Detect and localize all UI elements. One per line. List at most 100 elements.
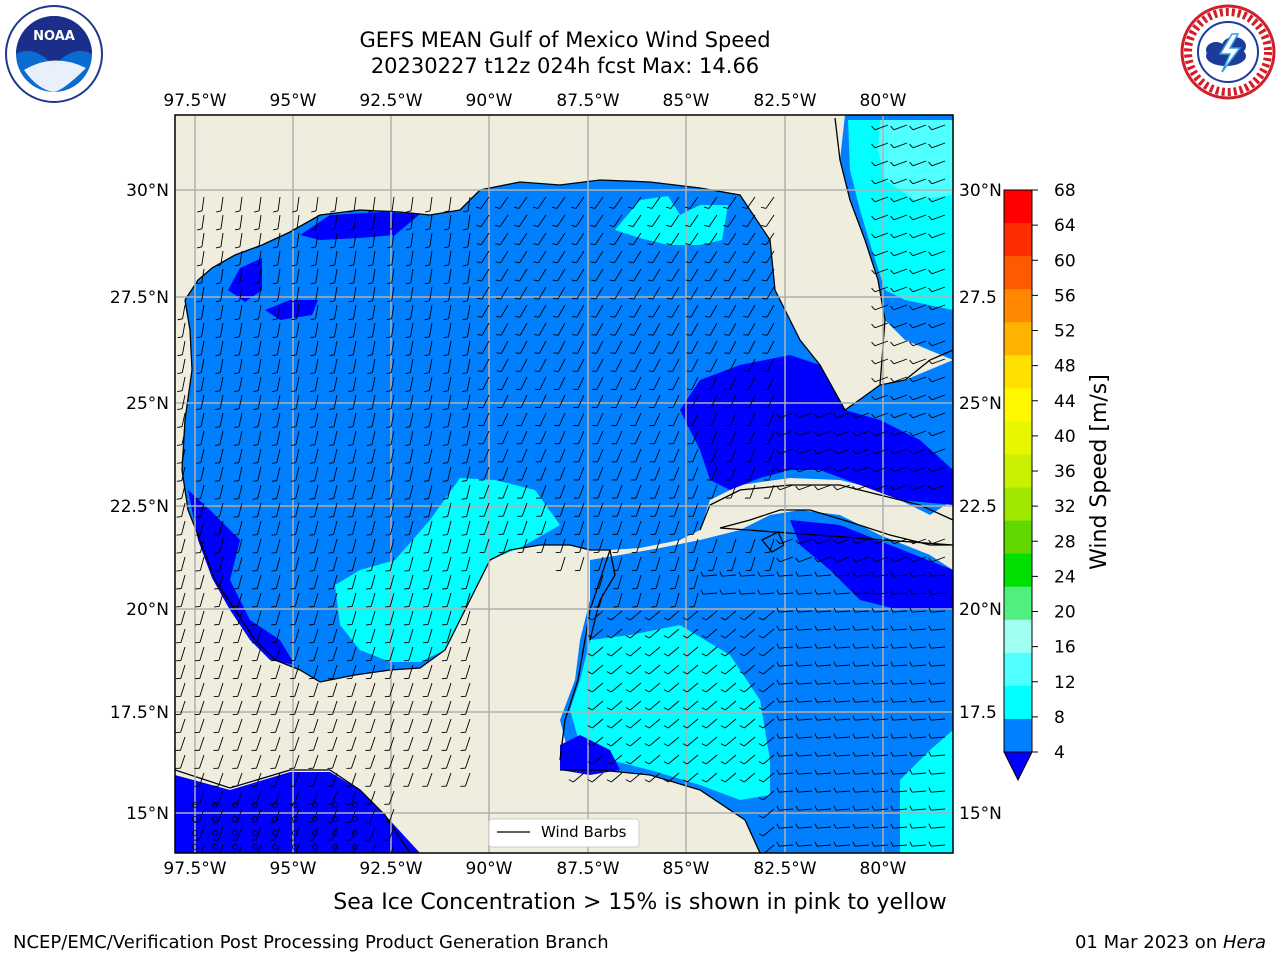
wind-barb bbox=[691, 376, 699, 390]
wind-barb bbox=[333, 430, 338, 445]
wind-barb bbox=[389, 700, 395, 715]
wind-barb-flag bbox=[214, 516, 220, 518]
wind-barb bbox=[447, 412, 452, 427]
wind-barb bbox=[893, 754, 908, 757]
wind-barb bbox=[874, 286, 889, 293]
wind-barb bbox=[912, 646, 927, 649]
wind-barb-flag bbox=[720, 635, 726, 639]
wind-barb-flag bbox=[928, 431, 933, 437]
wind-barb-flag bbox=[628, 243, 634, 246]
wind-barb bbox=[893, 610, 908, 613]
wind-barb bbox=[502, 466, 509, 481]
wind-barb-flag bbox=[572, 352, 578, 354]
wind-barb bbox=[277, 322, 281, 337]
wind-barb bbox=[446, 664, 452, 679]
wind-barb-flag bbox=[833, 823, 837, 829]
wind-barb-flag bbox=[663, 635, 669, 639]
wind-barb bbox=[198, 808, 205, 823]
wind-barb bbox=[748, 358, 756, 372]
wind-barb bbox=[874, 718, 889, 721]
wind-barb bbox=[836, 466, 851, 473]
wind-barb bbox=[428, 430, 433, 445]
wind-barb-flag bbox=[890, 697, 894, 703]
wind-barb bbox=[931, 592, 946, 595]
wind-barb bbox=[708, 214, 718, 227]
wind-barb bbox=[218, 610, 224, 625]
wind-barb bbox=[931, 736, 946, 739]
wind-barb bbox=[690, 268, 699, 282]
wind-barb bbox=[931, 412, 946, 419]
wind-barb-flag bbox=[928, 607, 932, 613]
wind-barb bbox=[855, 682, 870, 685]
wind-barb bbox=[258, 286, 262, 301]
wind-barb bbox=[635, 502, 642, 517]
wind-barb-flag bbox=[852, 625, 856, 631]
wind-barb-flag bbox=[606, 617, 612, 621]
wind-barb bbox=[237, 592, 243, 607]
wind-barb-flag bbox=[329, 354, 335, 357]
wind-barb bbox=[798, 754, 813, 757]
wind-barb bbox=[199, 736, 205, 751]
wind-barb-flag bbox=[628, 297, 634, 300]
wind-barb bbox=[597, 502, 604, 517]
wind-barb bbox=[199, 592, 205, 607]
wind-barb-flag bbox=[367, 354, 373, 357]
wind-barb bbox=[654, 430, 661, 445]
wind-barb-flag bbox=[739, 707, 745, 711]
wind-barb-flag bbox=[514, 297, 520, 300]
wind-barb bbox=[769, 556, 775, 571]
wind-barb bbox=[912, 592, 927, 595]
wind-barb bbox=[672, 394, 680, 408]
calm-wind-marker bbox=[292, 802, 298, 808]
wind-barb-flag bbox=[195, 588, 201, 590]
wind-barb bbox=[314, 448, 319, 463]
wind-barb bbox=[369, 826, 376, 841]
wind-barb-flag bbox=[890, 733, 894, 739]
wind-barb bbox=[540, 502, 547, 517]
wind-barb-flag bbox=[719, 571, 723, 577]
wind-barb-flag bbox=[271, 534, 277, 536]
noaa-logo-icon: NOAA bbox=[5, 5, 103, 103]
wind-barb-flag bbox=[462, 318, 468, 321]
wind-barb bbox=[447, 358, 452, 373]
wind-barb-flag bbox=[252, 480, 258, 482]
wind-barb-flag bbox=[890, 823, 894, 829]
wind-barb bbox=[655, 592, 661, 607]
wind-barb bbox=[893, 646, 908, 649]
wind-barb-flag bbox=[852, 679, 856, 685]
lon-label-bottom: 87.5°W bbox=[556, 859, 619, 879]
wind-barb bbox=[648, 610, 661, 621]
wind-barb bbox=[893, 790, 908, 793]
wind-barb bbox=[559, 484, 566, 499]
wind-barb bbox=[817, 844, 832, 847]
wind-barb bbox=[686, 718, 699, 729]
wind-barb-flag bbox=[814, 539, 819, 545]
wind-barb bbox=[429, 322, 433, 337]
wind-barb bbox=[521, 466, 528, 481]
wind-barb bbox=[912, 358, 927, 365]
wind-barb-flag bbox=[347, 534, 353, 536]
wind-barb bbox=[410, 250, 414, 265]
wind-barb bbox=[557, 322, 566, 336]
wind-barb bbox=[521, 448, 528, 463]
wind-barb bbox=[836, 484, 851, 491]
wind-barb bbox=[372, 196, 376, 211]
wind-barb bbox=[389, 574, 395, 589]
wind-barb bbox=[257, 376, 262, 391]
wind-barb-flag bbox=[629, 334, 635, 336]
wind-barb bbox=[237, 736, 243, 751]
wind-barb bbox=[521, 502, 528, 517]
wind-barb bbox=[931, 790, 946, 793]
wind-zone-dark-mexico bbox=[188, 490, 295, 665]
wind-barb-flag bbox=[644, 671, 650, 675]
wind-barb bbox=[690, 286, 699, 300]
wind-barb-flag bbox=[477, 315, 483, 318]
wind-barb-flag bbox=[405, 426, 411, 428]
wind-barb-flag bbox=[762, 315, 768, 318]
wind-barb-flag bbox=[776, 769, 780, 775]
wind-barb-flag bbox=[666, 279, 672, 282]
wind-barb bbox=[447, 484, 452, 499]
wind-barb-flag bbox=[571, 261, 577, 264]
wind-barb bbox=[578, 484, 585, 499]
wind-barb bbox=[181, 412, 186, 427]
